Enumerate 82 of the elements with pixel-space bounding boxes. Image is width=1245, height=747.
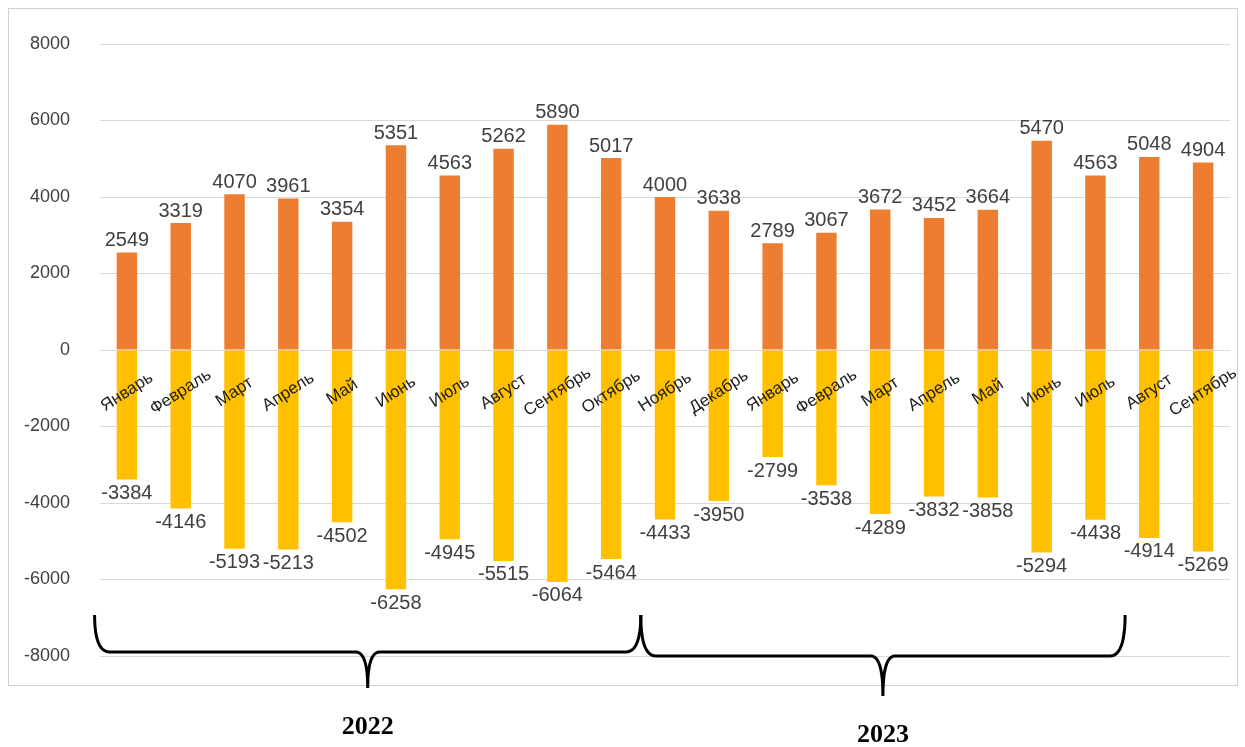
data-label: 5351	[373, 120, 419, 143]
bar	[923, 217, 945, 350]
data-label: -6064	[531, 583, 583, 606]
bar	[654, 197, 676, 350]
y-tick-label: 8000	[29, 32, 70, 53]
x-tick-label: Март	[857, 372, 903, 411]
data-label: -4433	[639, 521, 691, 544]
data-label: 4563	[1073, 150, 1118, 173]
data-label: -3832	[908, 498, 960, 521]
bar	[493, 148, 514, 350]
bar	[600, 158, 622, 350]
y-tick-label: -4000	[23, 491, 70, 512]
y-tick-label: -6000	[23, 568, 70, 589]
data-label: 4000	[642, 172, 688, 195]
data-label: 4070	[212, 169, 257, 192]
data-label: 3452	[911, 193, 957, 216]
data-label: -5193	[208, 550, 261, 573]
data-label: -3858	[962, 499, 1014, 522]
bar	[1192, 162, 1214, 350]
data-label: 3672	[857, 185, 903, 208]
data-label: 5890	[535, 100, 580, 123]
bar	[224, 194, 245, 350]
data-label: -4438	[1069, 521, 1122, 544]
x-tick-label: Июнь	[1017, 371, 1065, 411]
data-label: 3354	[319, 197, 365, 220]
data-label: -5294	[1016, 554, 1068, 577]
data-label: 4563	[427, 150, 473, 173]
y-tick-label: -8000	[23, 644, 70, 665]
x-tick-label: Май	[968, 374, 1007, 409]
data-label: 3961	[266, 174, 311, 197]
data-label: -5213	[262, 550, 314, 573]
text: 2023	[856, 718, 909, 747]
bar	[331, 221, 353, 350]
data-label: 3067	[804, 208, 849, 231]
text: 2022	[341, 710, 394, 740]
y-tick-label: 4000	[29, 185, 70, 206]
bar	[1031, 140, 1052, 350]
data-label: 5262	[481, 124, 526, 147]
data-label: -5269	[1177, 553, 1229, 576]
data-label: 3664	[965, 185, 1011, 208]
x-tick-label: Июль	[1071, 371, 1119, 412]
data-label: -4914	[1123, 539, 1175, 562]
y-tick-label: 2000	[29, 262, 70, 283]
data-label: 3638	[696, 186, 742, 209]
data-label: 2549	[104, 228, 150, 251]
bar	[385, 145, 407, 350]
x-tick-label: Март	[211, 372, 257, 411]
bar	[1085, 175, 1106, 350]
bar	[977, 209, 999, 350]
bar	[816, 232, 837, 350]
data-label: 5017	[588, 133, 634, 156]
data-label: 5048	[1127, 132, 1172, 155]
data-label: 3319	[158, 198, 203, 221]
data-label: 2789	[750, 218, 795, 241]
bar	[170, 223, 191, 350]
data-label: -4945	[424, 540, 476, 563]
bar	[439, 175, 460, 350]
bar	[547, 124, 568, 350]
data-label: -3384	[101, 480, 153, 503]
bar	[762, 243, 783, 350]
x-tick-label: Май	[322, 374, 361, 409]
data-label: -5464	[585, 560, 637, 583]
x-tick-label: Июль	[425, 371, 473, 412]
bar	[116, 252, 138, 350]
y-tick-label: -2000	[23, 415, 70, 436]
data-label: -4289	[854, 515, 906, 538]
data-label: -3950	[693, 502, 745, 525]
data-label: -4146	[155, 510, 207, 533]
bar	[1139, 156, 1160, 350]
data-label: -6258	[370, 590, 422, 613]
data-label: 5470	[1019, 116, 1064, 139]
data-label: -5515	[477, 562, 530, 585]
data-label: 4904	[1180, 137, 1226, 160]
bar	[278, 198, 299, 350]
y-tick-label: 6000	[29, 109, 70, 130]
y-tick-label: 0	[59, 338, 70, 359]
x-tick-label: Июнь	[372, 371, 419, 411]
data-label: -4502	[316, 523, 368, 546]
data-label: -2799	[747, 458, 799, 481]
bar	[708, 210, 730, 350]
bar	[870, 209, 891, 350]
data-label: -3538	[800, 486, 853, 509]
